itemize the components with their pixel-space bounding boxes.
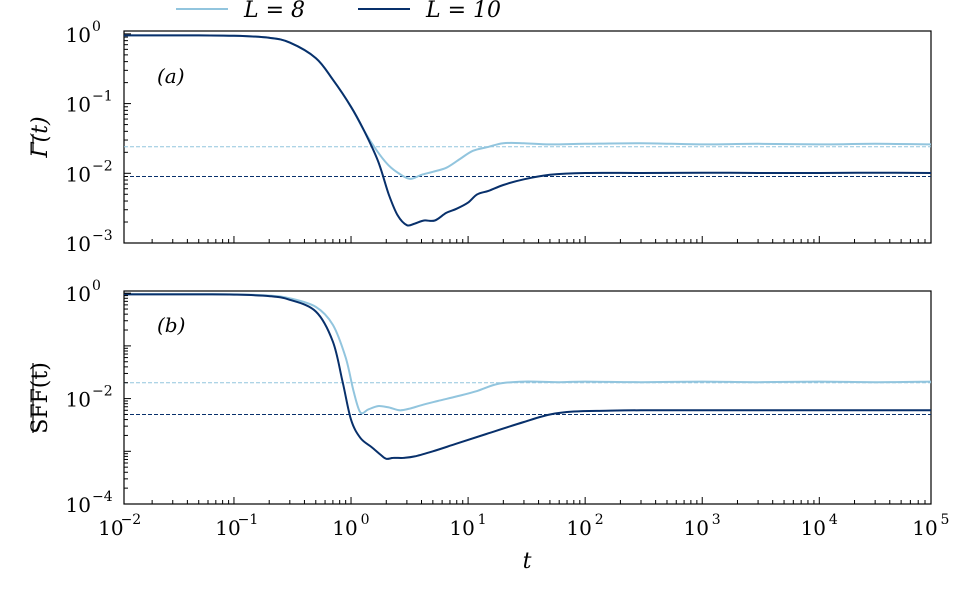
panel-b-series [123, 293, 932, 460]
panel-a-xticks [151, 236, 932, 243]
y-tick-label: 10 [66, 162, 91, 186]
y-tick-label: 10 [66, 23, 91, 47]
x-tick-label: 10 [801, 516, 826, 540]
panel-a-plateaus [124, 146, 931, 177]
x-tick-label-exponent: 4 [829, 512, 838, 528]
panel-b-ylabel: SFF(t) [28, 362, 53, 434]
y-tick-label: 10 [66, 93, 91, 117]
x-axis-label: t [523, 549, 532, 574]
x-tick-label: 10 [98, 516, 123, 540]
y-tick-label-exponent: 0 [92, 278, 101, 294]
x-tick-label-exponent: 1 [478, 512, 487, 528]
y-tick-label-exponent: −3 [92, 228, 113, 244]
panel-a-label: (a) [157, 64, 185, 88]
y-tick-label-exponent: −4 [92, 489, 113, 505]
x-tick-label-exponent: −2 [121, 512, 142, 528]
y-tick-label-exponent: −2 [92, 384, 113, 400]
panel-b-frame [123, 290, 932, 505]
panel-a-frame [123, 30, 932, 244]
series-line-l10 [123, 293, 931, 460]
panel-b-xticks: 10−2 10−1 10 0 10 1 10 2 10 3 10 4 10 5 [98, 497, 949, 540]
series-line-l10 [123, 34, 932, 227]
y-tick-label-exponent: −1 [92, 89, 113, 105]
x-tick-label-exponent: 5 [941, 512, 950, 528]
panel-b-label: (b) [157, 313, 185, 337]
panel-a-series [123, 34, 932, 227]
y-tick-label: 10 [66, 388, 91, 412]
legend: L = 8 L = 10 [176, 0, 501, 23]
series-line-l8 [124, 293, 932, 415]
x-tick-label-exponent: 2 [595, 512, 604, 528]
y-tick-label: 10 [66, 232, 91, 256]
x-tick-label-exponent: 3 [712, 512, 721, 528]
x-tick-label: 10 [332, 516, 357, 540]
y-tick-label: 10 [66, 493, 91, 517]
series-line-l8 [123, 34, 932, 180]
y-tick-label-exponent: 0 [92, 19, 101, 35]
x-tick-label: 10 [449, 516, 474, 540]
y-tick-label: 10 [66, 282, 91, 306]
legend-label-l10: L = 10 [425, 0, 501, 23]
x-tick-label-exponent: −1 [238, 512, 259, 528]
y-tick-label-exponent: −2 [92, 158, 113, 174]
panel-a-ylabel: Γ(t) [28, 116, 53, 158]
x-tick-label-exponent: 0 [361, 512, 370, 528]
legend-label-l8: L = 8 [243, 0, 305, 23]
x-tick-label: 10 [683, 516, 708, 540]
x-tick-label: 10 [215, 516, 240, 540]
x-tick-label: 10 [912, 516, 937, 540]
x-tick-label: 10 [566, 516, 591, 540]
